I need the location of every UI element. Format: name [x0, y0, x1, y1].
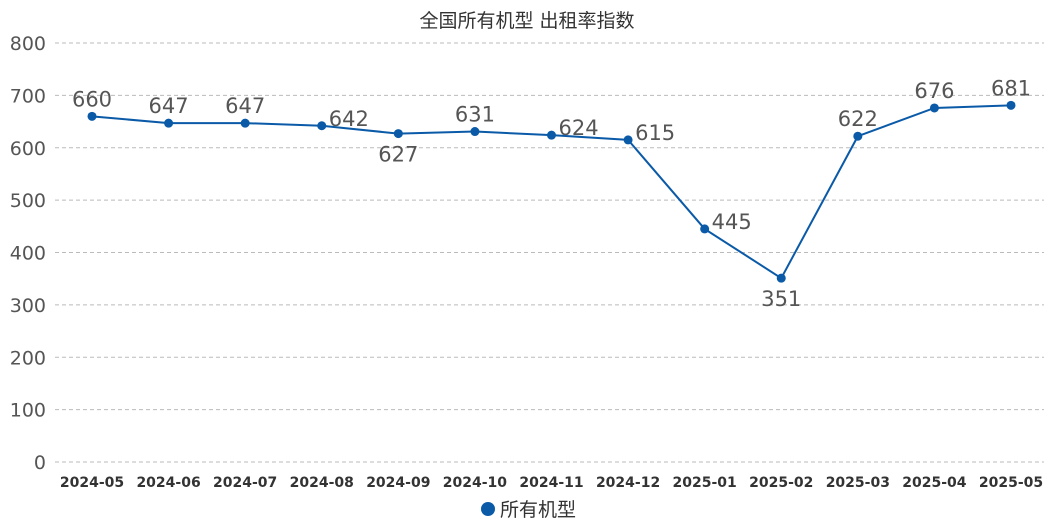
data-point — [470, 127, 480, 137]
data-point — [393, 129, 403, 139]
x-tick-label: 2025-03 — [826, 475, 890, 491]
y-tick-label: 200 — [10, 347, 46, 369]
x-tick-label: 2024-12 — [596, 475, 660, 491]
data-label: 660 — [72, 87, 112, 111]
data-label: 681 — [991, 76, 1031, 100]
data-label: 615 — [635, 121, 675, 145]
data-points — [87, 100, 1016, 283]
x-tick-label: 2024-10 — [443, 475, 508, 491]
x-tick-label: 2024-05 — [60, 475, 124, 491]
data-label: 351 — [761, 287, 801, 311]
y-tick-label: 400 — [10, 243, 46, 265]
data-label: 676 — [914, 79, 954, 103]
x-tick-label: 2025-05 — [979, 475, 1043, 491]
data-label: 627 — [378, 143, 418, 167]
data-labels: 660 647 647 642 627 631 624 615 445 351 622 676 681 — [72, 76, 1031, 311]
legend-label: 所有机型 — [500, 499, 576, 521]
data-label: 445 — [712, 210, 752, 234]
data-label: 624 — [559, 116, 599, 140]
y-tick-label: 800 — [10, 33, 46, 55]
data-point — [776, 273, 786, 283]
x-tick-label: 2024-11 — [519, 475, 583, 491]
x-tick-label: 2024-08 — [290, 475, 354, 491]
x-tick-label: 2024-09 — [366, 475, 430, 491]
data-point — [700, 224, 710, 234]
data-point — [623, 135, 633, 145]
data-label: 631 — [455, 103, 495, 127]
data-label: 647 — [149, 94, 189, 118]
x-tick-label: 2025-02 — [749, 475, 813, 491]
data-point — [929, 103, 939, 113]
data-point — [240, 118, 250, 128]
y-tick-label: 700 — [10, 85, 46, 107]
x-tick-label: 2024-07 — [213, 475, 277, 491]
y-axis-ticks: 0 100 200 300 400 500 600 700 800 — [10, 33, 46, 474]
data-label: 642 — [329, 107, 369, 131]
data-point — [317, 121, 327, 131]
data-point — [164, 118, 174, 128]
x-tick-label: 2024-06 — [136, 475, 200, 491]
x-tick-label: 2025-04 — [902, 475, 967, 491]
grid-lines — [55, 42, 1044, 463]
data-point — [547, 130, 556, 140]
data-label: 622 — [838, 107, 878, 131]
y-tick-label: 600 — [10, 138, 46, 160]
legend: 所有机型 — [481, 499, 576, 521]
y-tick-label: 500 — [10, 190, 46, 212]
chart-title: 全国所有机型 出租率指数 — [419, 10, 634, 32]
data-point — [853, 131, 863, 141]
y-tick-label: 0 — [34, 452, 46, 474]
y-tick-label: 300 — [10, 295, 46, 317]
data-point — [87, 111, 97, 121]
x-axis-ticks: 2024-05 2024-06 2024-07 2024-08 2024-09 2024-… — [60, 475, 1043, 491]
x-tick-label: 2025-01 — [673, 475, 737, 491]
data-point — [1006, 100, 1016, 110]
data-label: 647 — [225, 94, 265, 118]
y-tick-label: 100 — [10, 400, 46, 422]
legend-marker-icon — [481, 502, 495, 516]
